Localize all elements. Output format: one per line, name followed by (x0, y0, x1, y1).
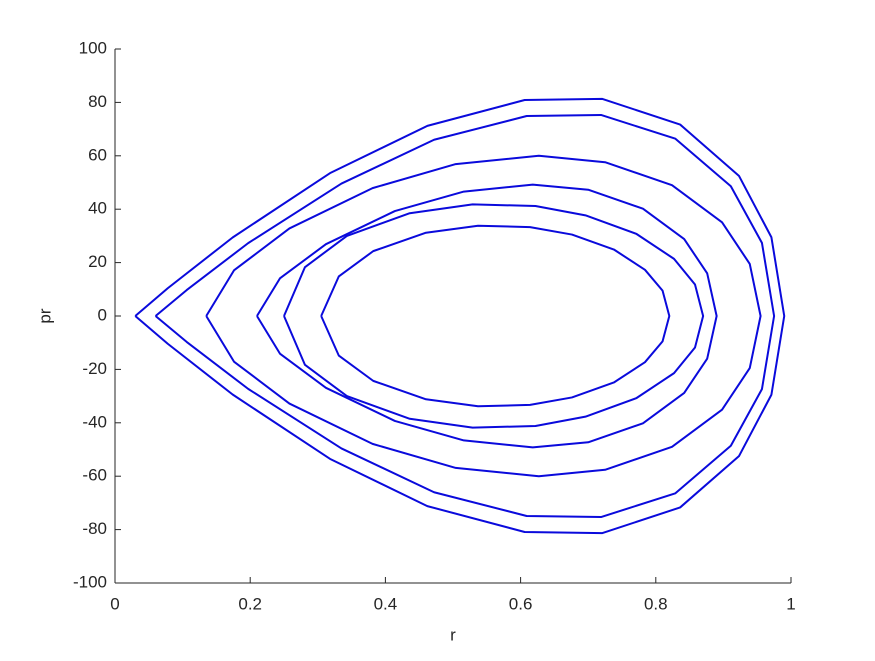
x-axis-label: r (450, 625, 456, 644)
y-tick-label: -100 (73, 572, 107, 591)
y-tick-label: 20 (88, 252, 107, 271)
y-tick-label: -20 (82, 359, 107, 378)
y-tick-label: -80 (82, 519, 107, 538)
x-tick-label: 0.8 (644, 594, 668, 613)
y-tick-label: 60 (88, 145, 107, 164)
y-tick-label: 100 (79, 38, 107, 57)
orbit-line (205, 154, 762, 478)
y-tick-label: -40 (82, 412, 107, 431)
x-tick-label: 1 (786, 594, 795, 613)
x-tick-label: 0.2 (238, 594, 262, 613)
orbit-line (256, 183, 718, 449)
y-axis-label: pr (35, 308, 54, 323)
orbit-line (320, 224, 671, 408)
y-tick-label: 40 (88, 199, 107, 218)
x-tick-label: 0 (110, 594, 119, 613)
y-tick-label: -60 (82, 466, 107, 485)
orbit-line (283, 203, 705, 429)
y-tick-label: 0 (98, 305, 107, 324)
x-tick-label: 0.4 (374, 594, 398, 613)
x-tick-label: 0.6 (509, 594, 533, 613)
orbit-line (134, 97, 786, 535)
orbit-line (154, 113, 776, 519)
y-tick-label: 80 (88, 92, 107, 111)
